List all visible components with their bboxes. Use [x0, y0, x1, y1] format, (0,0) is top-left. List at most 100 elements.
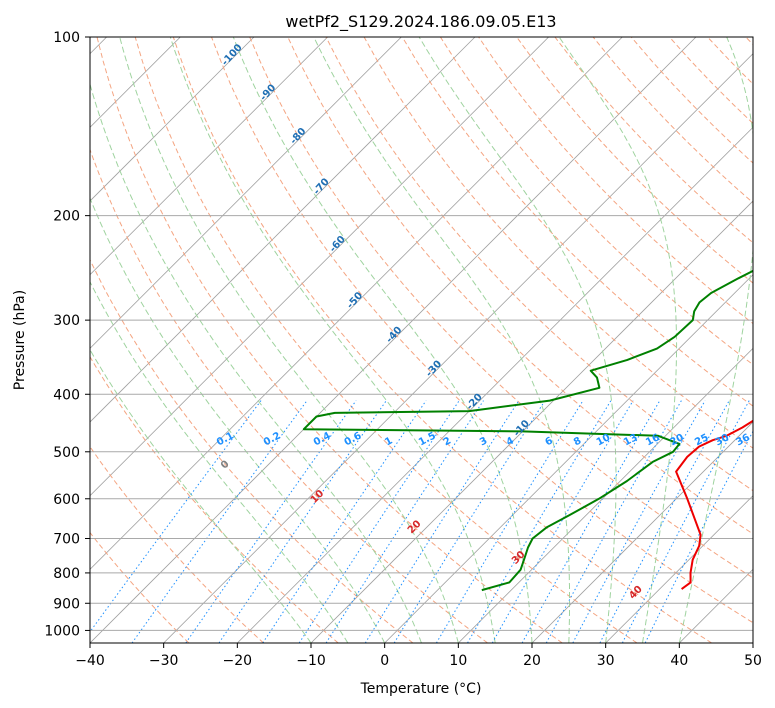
- mixing-ratio-line: [90, 400, 262, 633]
- y-tick-label: 200: [53, 209, 80, 225]
- mixing-ratio-line: [131, 400, 308, 643]
- mixing-ratio-line: [298, 400, 460, 643]
- moist-adiabat-label: -30: [424, 359, 444, 380]
- x-tick-label: 50: [744, 653, 762, 669]
- moist-adiabat-line: [90, 348, 312, 643]
- isotherm-line: [458, 347, 753, 643]
- dry-adiabat-line: [325, 37, 753, 492]
- mixing-ratio-line: [262, 400, 427, 643]
- isotherm-line: [384, 274, 753, 643]
- dry-adiabat-line: [363, 37, 753, 449]
- mixing-ratio-label: 0.2: [262, 430, 283, 448]
- moist-adiabat-label: -50: [345, 290, 365, 311]
- x-axis: −40 −30 −20 −10 0 10 20 30 40 50: [75, 643, 762, 669]
- dry-adiabat-line: [439, 37, 753, 366]
- dry-adiabat-line: [554, 37, 753, 244]
- mixing-ratio-label: 3: [478, 435, 489, 448]
- dry-adiabat-line: [90, 445, 264, 643]
- dry-adiabat-line: [90, 148, 488, 643]
- series-lines: [302, 269, 753, 592]
- chart-title: wetPf2_S129.2024.186.09.05.E13: [285, 12, 556, 32]
- mixing-ratio-label: 2: [442, 435, 453, 448]
- y-tick-label: 300: [53, 313, 80, 329]
- mixing-ratio-line: [325, 400, 484, 643]
- isotherm-line: [90, 37, 402, 349]
- mixing-ratio-line: [621, 400, 750, 643]
- x-tick-label: −20: [223, 653, 253, 669]
- plot-frame: [89, 36, 754, 644]
- y-tick-label: 600: [53, 492, 80, 508]
- x-tick-label: −30: [149, 653, 179, 669]
- y-tick-label: 1000: [44, 623, 80, 639]
- isotherm-line: [90, 37, 623, 570]
- isotherm-line: [90, 37, 476, 423]
- dry-adiabat-line: [134, 37, 638, 643]
- dewpoint-profile-line: [302, 269, 753, 592]
- moist-adiabat-label: -40: [384, 325, 404, 346]
- moist-adiabat-line: [558, 37, 678, 643]
- y-tick-label: 800: [53, 566, 80, 582]
- y-tick-label: 500: [53, 445, 80, 461]
- y-axis-label: Pressure (hPa): [12, 290, 28, 390]
- moist-adiabat-line: [90, 197, 386, 643]
- moist-adiabat-line: [169, 37, 496, 643]
- dry-adiabat-line: [401, 37, 753, 407]
- x-tick-label: 10: [449, 653, 467, 669]
- moist-adiabat-line: [313, 37, 570, 643]
- dry-adiabat-line: [96, 37, 563, 643]
- isotherm-line: [605, 495, 753, 643]
- dry-adiabat-line: [90, 355, 339, 643]
- moist-adiabat-line: [90, 280, 349, 643]
- dry-adiabat-line: [90, 531, 190, 643]
- dry-adiabat-line: [669, 37, 753, 125]
- mixing-ratio-label: 0.1: [215, 430, 236, 448]
- temperature-profile-line: [675, 419, 753, 590]
- dry-adiabat-label: 40: [627, 584, 645, 602]
- mixing-ratio-line: [491, 400, 634, 643]
- isotherm-line: [90, 37, 549, 497]
- dry-adiabat-line: [249, 37, 753, 579]
- x-tick-label: 30: [597, 653, 615, 669]
- mixing-ratio-line: [644, 430, 753, 643]
- isotherm-line: [679, 568, 753, 643]
- dry-adiabat-line: [516, 37, 753, 284]
- dry-adiabat-line: [478, 37, 753, 325]
- y-tick-label: 900: [53, 596, 80, 612]
- moist-adiabat-line: [90, 82, 422, 643]
- mixing-ratio-label: 6: [543, 435, 554, 448]
- moist-adiabat-label: -80: [288, 126, 308, 147]
- x-tick-label: 20: [523, 653, 541, 669]
- mixing-ratio-line: [435, 400, 584, 643]
- mixing-ratio-line: [467, 400, 612, 643]
- moist-adiabat-label: -10: [512, 418, 532, 439]
- y-axis: 100 200 300 400 500 600 700 800 900 1000: [44, 30, 90, 639]
- mixing-ratio-label: 25: [693, 432, 710, 448]
- dry-adiabat-line: [211, 37, 753, 624]
- isotherm-line: [310, 200, 753, 643]
- mixing-ratio-label: 1: [383, 435, 394, 448]
- isotherm-line: [90, 37, 697, 643]
- isotherm-line: [531, 421, 753, 643]
- dry-adiabat-line: [592, 37, 753, 204]
- background-lines: [90, 37, 753, 643]
- y-tick-label: 100: [53, 30, 80, 46]
- moist-adiabat-label: -60: [328, 234, 348, 255]
- mixing-ratio-line: [545, 400, 682, 643]
- mixing-ratio-line: [599, 400, 730, 643]
- dry-adiabat-label: 30: [510, 549, 528, 567]
- isotherm-line: [90, 37, 328, 276]
- mixing-ratio-label: 36: [734, 432, 751, 448]
- moist-adiabat-line: [678, 37, 753, 643]
- y-tick-label: 400: [53, 387, 80, 403]
- mixing-ratio-line: [393, 400, 546, 643]
- mixing-ratio-label: 8: [572, 435, 583, 448]
- mixing-ratio-line: [364, 400, 520, 643]
- dry-adiabat-line: [172, 37, 712, 643]
- isotherm-line: [163, 53, 753, 643]
- moist-adiabat-line: [232, 37, 533, 643]
- isotherm-line: [752, 642, 753, 643]
- x-tick-label: −10: [296, 653, 326, 669]
- dry-adiabat-line: [745, 37, 753, 46]
- mixing-ratio-label: 4: [505, 435, 516, 448]
